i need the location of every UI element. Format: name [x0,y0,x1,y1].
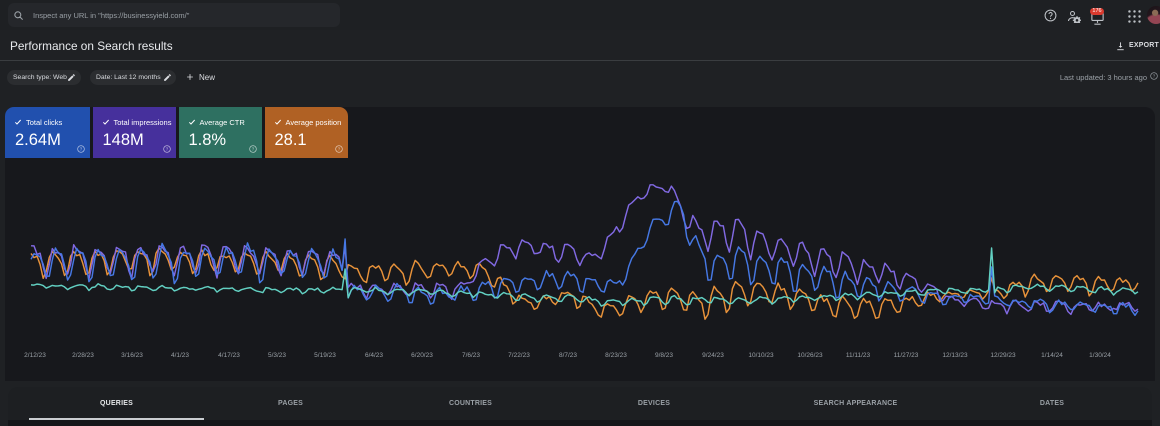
svg-text:?: ? [1153,74,1156,79]
svg-text:?: ? [166,147,169,152]
svg-text:?: ? [80,147,83,152]
svg-text:?: ? [252,147,255,152]
svg-text:?: ? [338,147,341,152]
